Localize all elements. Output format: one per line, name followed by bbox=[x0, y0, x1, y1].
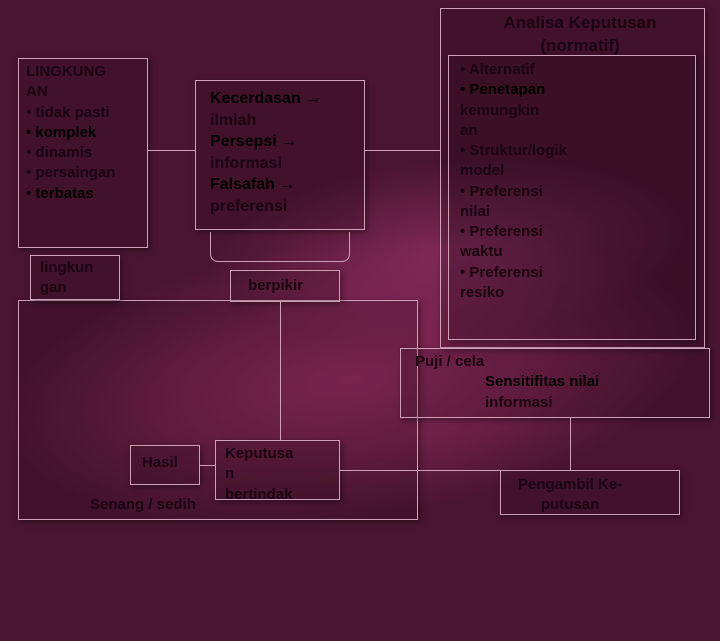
conn-5 bbox=[570, 418, 571, 470]
puji-text: Puji / cela Sensitifitas nilai informasi bbox=[415, 352, 705, 413]
kecerdasan-text: Kecerdasan → ilmiah Persepsi → informasi… bbox=[210, 88, 370, 218]
lingkungan-tag-text: lingkun gan bbox=[40, 258, 93, 299]
keputusan-text: Keputusa n bertindak bbox=[225, 444, 293, 505]
conn-6 bbox=[280, 302, 281, 440]
berpikir-text: berpikir bbox=[248, 276, 303, 296]
analisa-title: Analisa Keputusan (normatif) bbox=[460, 12, 700, 58]
hasil-text: Hasil bbox=[142, 453, 178, 473]
conn-1 bbox=[148, 150, 195, 151]
brace bbox=[210, 232, 350, 262]
senang-text: Senang / sedih bbox=[90, 495, 196, 515]
pengambil-text: Pengambil Ke- putusan bbox=[518, 475, 622, 516]
analisa-items: • Alternatif • Penetapan kemungkin an • … bbox=[460, 60, 690, 303]
conn-2 bbox=[365, 150, 440, 151]
lingkungan-text: LINGKUNG AN • tidak pasti • komplek • di… bbox=[26, 62, 146, 204]
lingkungan-title: LINGKUNG AN bbox=[26, 63, 106, 100]
conn-3 bbox=[200, 465, 215, 466]
conn-4 bbox=[340, 470, 500, 471]
